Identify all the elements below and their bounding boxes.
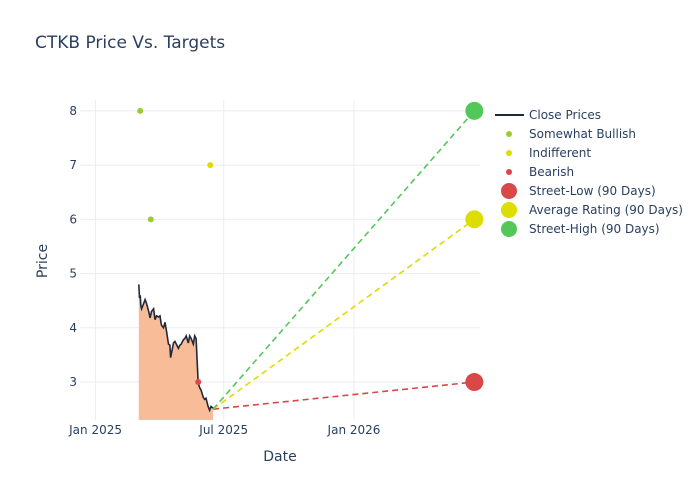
indifferent-point — [207, 162, 214, 169]
somewhat-bullish-point — [137, 107, 144, 114]
y-tick-label: 7 — [69, 158, 77, 172]
y-tick-label: 5 — [69, 267, 77, 281]
average-rating-90-days-marker — [465, 210, 484, 229]
street-low-90-days-marker — [465, 373, 484, 392]
y-tick-label: 3 — [69, 375, 77, 389]
legend-item-bearish: Bearish — [506, 165, 574, 179]
y-tick-label: 6 — [69, 212, 77, 226]
bearish-point — [195, 379, 202, 386]
x-tick-label: Jul 2025 — [198, 423, 248, 437]
legend-swatch — [501, 202, 517, 218]
y-tick-label: 8 — [69, 104, 77, 118]
x-tick-label: Jan 2026 — [327, 423, 381, 437]
legend-item-street-low-90-days: Street-Low (90 Days) — [501, 183, 656, 199]
x-axis-label: Date — [263, 449, 296, 465]
y-axis-label: Price — [35, 244, 51, 278]
average-rating-90-days-line — [212, 218, 475, 410]
legend-label: Bearish — [529, 165, 574, 179]
legend-label: Street-Low (90 Days) — [529, 184, 656, 198]
legend-item-street-high-90-days: Street-High (90 Days) — [501, 221, 660, 237]
legend-label: Street-High (90 Days) — [529, 222, 660, 236]
legend-label: Indifferent — [529, 146, 591, 160]
legend-item-indifferent: Indifferent — [506, 146, 591, 160]
y-tick-label: 4 — [69, 321, 77, 335]
legend-swatch — [506, 131, 512, 137]
x-tick-label: Jan 2025 — [68, 423, 122, 437]
close-price-line — [138, 284, 214, 413]
legend-label: Average Rating (90 Days) — [529, 203, 683, 217]
legend-swatch — [501, 183, 517, 199]
chart-title: CTKB Price Vs. Targets — [35, 33, 226, 53]
legend-swatch — [506, 169, 512, 175]
legend-label: Somewhat Bullish — [529, 127, 636, 141]
legend-swatch — [501, 221, 517, 237]
close-price-area — [138, 284, 214, 420]
legend-item-somewhat-bullish: Somewhat Bullish — [506, 127, 636, 141]
street-low-90-days-line — [213, 381, 475, 410]
legend-swatch — [506, 150, 512, 156]
legend-item-average-rating-90-days: Average Rating (90 Days) — [501, 202, 683, 218]
legend-label: Close Prices — [529, 108, 601, 122]
street-high-90-days-marker — [465, 101, 484, 120]
somewhat-bullish-point — [147, 216, 154, 223]
street-high-90-days-line — [212, 110, 475, 410]
legend-item-close-prices: Close Prices — [495, 108, 601, 122]
